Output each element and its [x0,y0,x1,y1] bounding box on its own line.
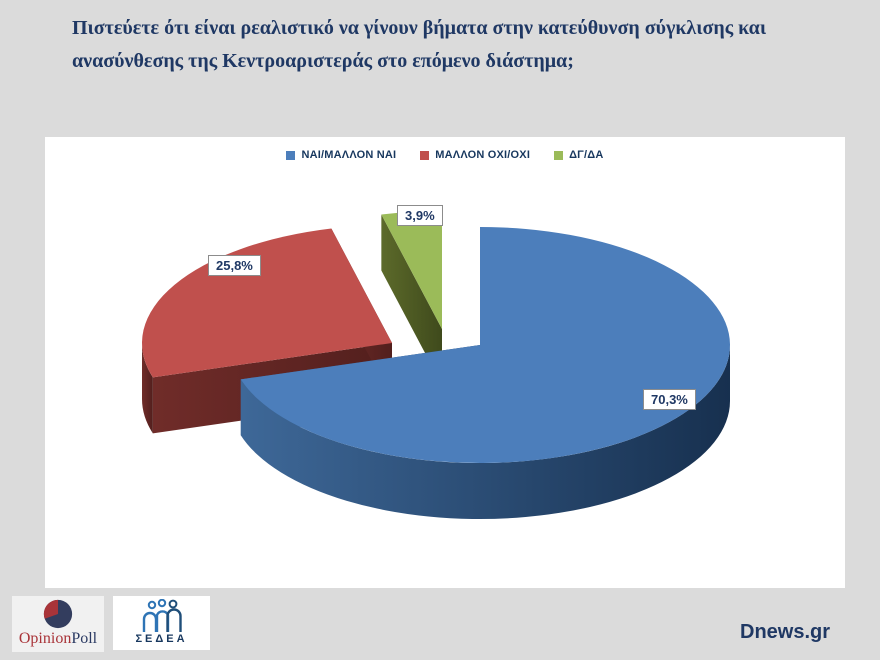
opinionpoll-wordmark: OpinionPoll [19,630,97,648]
legend-item-yes: ΝΑΙ/ΜΑΛΛΟΝ ΝΑΙ [286,149,396,161]
opinionpoll-word-opinion: Opinion [18,630,72,647]
legend-label-no: ΜΑΛΛΟΝ ΟΧΙ/ΟΧΙ [435,149,531,161]
sedea-logo: ΣΕΔΕΑ [113,596,210,650]
legend-swatch-yes-icon [286,150,296,160]
chart-panel: ΝΑΙ/ΜΑΛΛΟΝ ΝΑΙ ΜΑΛΛΟΝ ΟΧΙ/ΟΧΙ ΔΓ/ΔΑ 70,3… [45,137,845,588]
legend-swatch-no-icon [420,150,430,160]
pie-slice-no-top [142,228,392,378]
pie-slice-yes-top [240,227,730,464]
sedea-people-icon [142,599,182,632]
chart-question-title: Πιστεύετε ότι είναι ρεαλιστικό να γίνουν… [72,17,767,72]
legend-label-dk: ΔΓ/ΔΑ [569,149,604,161]
sedea-wordmark: ΣΕΔΕΑ [135,633,188,645]
pie-slice-no-rim-wall [142,343,153,434]
pie-slice-yes-rim-wall [240,345,730,520]
pie-slice-dk-radial-wall-0 [381,214,442,385]
data-label-yes: 70,3% [643,389,696,410]
opinionpoll-word-poll: Poll [71,630,98,647]
data-label-dk: 3,9% [397,205,443,226]
site-brand: Dnews.gr [740,621,831,643]
legend-swatch-dk-icon [554,150,564,160]
pie-chart [142,211,730,520]
chart-legend: ΝΑΙ/ΜΑΛΛΟΝ ΝΑΙ ΜΑΛΛΟΝ ΟΧΙ/ΟΧΙ ΔΓ/ΔΑ [45,149,845,161]
data-label-no: 25,8% [208,255,261,276]
opinionpoll-logo: OpinionPoll [12,596,104,652]
pie-slice-dk-top [381,211,442,329]
legend-item-dk: ΔΓ/ΔΑ [554,149,603,161]
legend-item-no: ΜΑΛΛΟΝ ΟΧΙ/ΟΧΙ [420,149,530,161]
opinionpoll-pie-icon [43,599,73,629]
legend-label-yes: ΝΑΙ/ΜΑΛΛΟΝ ΝΑΙ [301,149,397,161]
